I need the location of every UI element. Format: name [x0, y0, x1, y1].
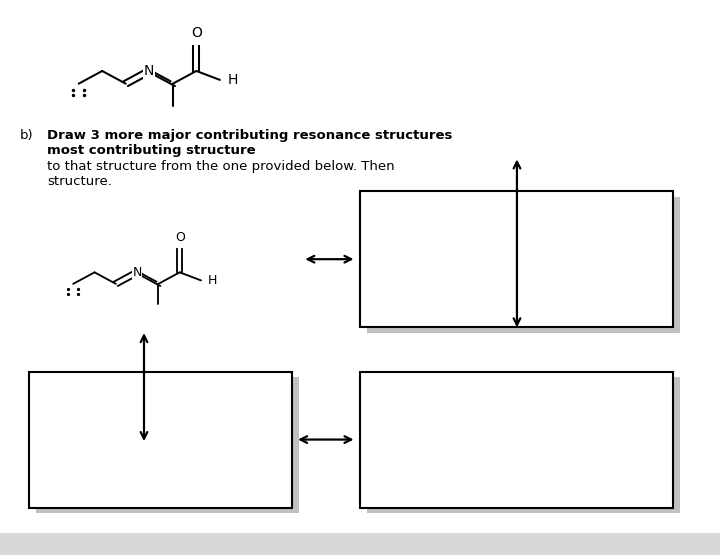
Text: O: O [175, 231, 184, 244]
Text: H: H [228, 73, 238, 87]
Bar [367, 377, 680, 513]
Text: H: H [208, 274, 217, 287]
Text: to that structure from the one provided below. Then: to that structure from the one provided … [47, 160, 399, 173]
Bar [367, 197, 680, 333]
Text: N: N [144, 64, 155, 78]
Text: O: O [191, 26, 202, 40]
Text: Draw 3 more major contributing resonance structures: Draw 3 more major contributing resonance… [47, 129, 452, 142]
Text: N: N [132, 266, 142, 279]
Bar [36, 377, 299, 513]
Text: most contributing structure: most contributing structure [47, 144, 256, 157]
Text: b): b) [20, 129, 34, 142]
Bar [29, 372, 292, 508]
Bar [360, 372, 673, 508]
Bar [360, 191, 673, 327]
Text: structure.: structure. [47, 175, 112, 188]
Bar [0, 533, 720, 555]
